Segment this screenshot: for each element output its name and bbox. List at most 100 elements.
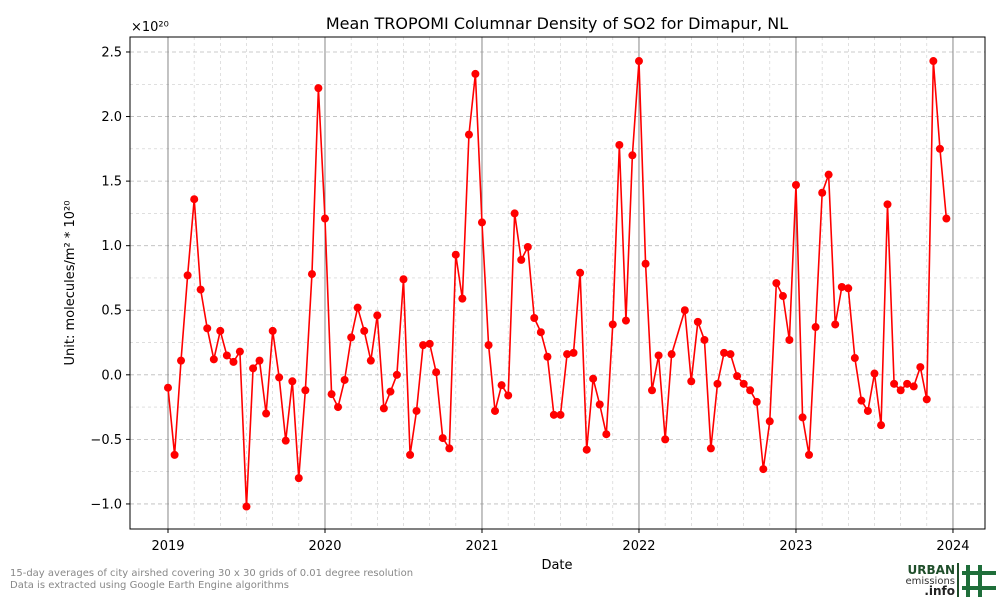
data-point: [170, 450, 179, 459]
data-point: [850, 354, 859, 363]
data-point: [916, 363, 925, 372]
footnote: 15-day averages of city airshed covering…: [10, 568, 413, 579]
data-point: [288, 377, 297, 386]
data-point: [595, 400, 604, 409]
data-point: [314, 84, 323, 93]
data-point: [366, 356, 375, 365]
data-point: [713, 379, 722, 388]
data-point: [399, 275, 408, 284]
data-point: [576, 268, 585, 277]
data-point: [347, 333, 356, 342]
data-point: [706, 444, 715, 453]
data-point: [589, 374, 598, 383]
logo-text: URBAN: [908, 563, 955, 577]
data-point: [791, 180, 800, 189]
data-point: [392, 370, 401, 379]
data-point: [628, 151, 637, 160]
data-point: [523, 242, 532, 251]
data-point: [556, 410, 565, 419]
data-point: [294, 474, 303, 483]
data-point: [301, 386, 310, 395]
data-point: [602, 430, 611, 439]
data-point: [327, 390, 336, 399]
data-point: [491, 406, 500, 415]
data-point: [903, 379, 912, 388]
data-point: [746, 386, 755, 395]
data-point: [785, 335, 794, 344]
data-point: [857, 396, 866, 405]
data-point: [412, 406, 421, 415]
y-tick-label: 1.5: [101, 175, 122, 190]
data-point: [831, 320, 840, 329]
data-point: [196, 285, 205, 294]
y-tick-label: 0.0: [101, 368, 122, 383]
data-point: [386, 387, 395, 396]
data-point: [720, 348, 729, 357]
data-point: [805, 450, 814, 459]
data-point: [759, 465, 768, 474]
data-point: [190, 195, 199, 204]
y-tick-label: −0.5: [90, 433, 122, 448]
data-point: [510, 209, 519, 218]
data-point: [373, 311, 382, 320]
data-point: [877, 421, 886, 430]
data-point: [517, 255, 526, 264]
y-tick-label: 2.0: [101, 110, 122, 125]
data-point: [739, 379, 748, 388]
data-point: [419, 341, 428, 350]
data-point: [661, 435, 670, 444]
data-point: [818, 188, 827, 197]
data-point: [641, 259, 650, 268]
data-point: [693, 317, 702, 326]
logo: URBAN emissions .info: [905, 563, 996, 598]
footnote: Data is extracted using Google Earth Eng…: [10, 580, 289, 591]
data-point: [896, 386, 905, 395]
data-point: [824, 170, 833, 179]
data-point: [563, 350, 572, 359]
x-axis-label: Date: [541, 558, 572, 573]
data-point: [536, 328, 545, 337]
plot-frame: [129, 36, 986, 530]
data-point: [432, 368, 441, 377]
data-point: [353, 303, 362, 312]
logo-text: emissions: [905, 576, 955, 587]
data-point: [798, 413, 807, 422]
y-tick-label: −1.0: [90, 497, 122, 512]
data-point: [425, 339, 434, 348]
data-point: [752, 397, 761, 406]
data-point: [229, 357, 238, 366]
data-point: [320, 214, 329, 223]
data-point: [765, 417, 774, 426]
data-point: [471, 69, 480, 78]
y-axis-label: Unit: molecules/m² * 10²⁰: [63, 201, 78, 366]
data-point: [634, 57, 643, 66]
data-point: [733, 372, 742, 381]
data-point: [648, 386, 657, 395]
data-point: [281, 436, 290, 445]
data-point: [183, 271, 192, 280]
data-point: [922, 395, 931, 404]
data-point: [883, 200, 892, 209]
data-point: [203, 324, 212, 333]
data-point: [844, 284, 853, 293]
data-point: [837, 283, 846, 292]
data-point: [687, 377, 696, 386]
data-point: [334, 403, 343, 412]
data-point: [811, 323, 820, 332]
data-point: [700, 335, 709, 344]
data-point: [582, 445, 591, 454]
x-tick-label: 2024: [936, 539, 969, 554]
x-tick-label: 2020: [308, 539, 341, 554]
data-point: [608, 320, 617, 329]
data-point: [177, 356, 186, 365]
data-point: [451, 250, 460, 259]
data-point: [504, 391, 513, 400]
data-point: [497, 381, 506, 390]
y-offset-label: ×10²⁰: [131, 20, 169, 35]
x-tick-label: 2022: [622, 539, 655, 554]
data-point: [445, 444, 454, 453]
data-point: [464, 130, 473, 139]
data-point: [929, 57, 938, 66]
x-tick-label: 2023: [779, 539, 812, 554]
